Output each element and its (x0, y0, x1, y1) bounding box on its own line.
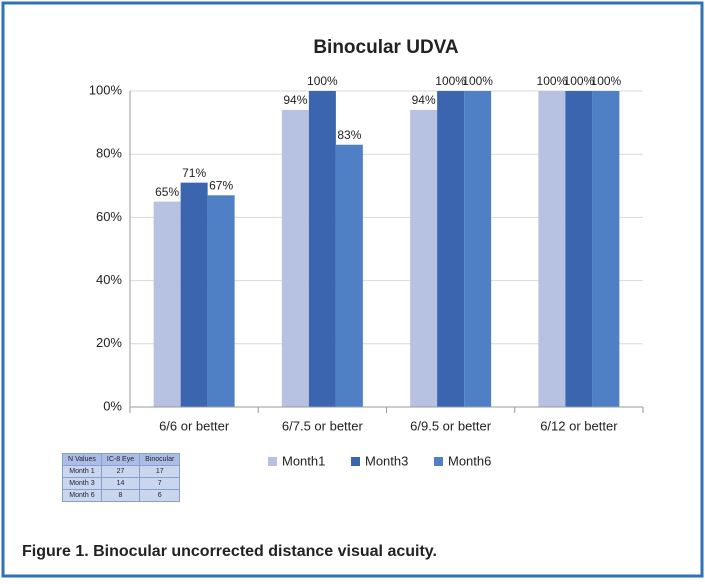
table-cell: N Values (62, 453, 102, 466)
legend-swatch (268, 457, 277, 466)
x-tick-label: 6/12 or better (540, 418, 618, 433)
value-label: 100% (435, 74, 466, 88)
bar (308, 91, 336, 407)
value-label: 94% (283, 93, 307, 107)
x-tick-label: 6/6 or better (159, 418, 230, 433)
bar (464, 91, 492, 407)
bar (335, 144, 363, 407)
table-row: Month 3 14 7 (62, 477, 181, 490)
legend-label: Month3 (365, 453, 408, 468)
value-label: 65% (155, 185, 179, 199)
table-cell: 8 (100, 489, 141, 502)
table-cell: Binocular (139, 453, 181, 466)
bar (281, 109, 309, 408)
value-label: 71% (182, 166, 206, 180)
table-cell: 27 (100, 465, 141, 478)
legend-label: Month6 (448, 453, 491, 468)
value-label: 100% (564, 74, 595, 88)
table-cell: 6 (139, 489, 181, 502)
y-tick-label: 80% (96, 146, 122, 161)
table-row: Month 1 27 17 (62, 465, 181, 478)
value-label: 100% (591, 74, 622, 88)
value-label: 100% (307, 74, 338, 88)
legend-swatch (351, 457, 360, 466)
caption: Figure 1. Binocular uncorrected distance… (22, 543, 437, 560)
bar (538, 91, 566, 407)
table-cell: IC-8 Eye (100, 453, 141, 466)
legend-label: Month1 (282, 453, 325, 468)
legend-swatch (434, 457, 443, 466)
bar (437, 91, 465, 407)
value-label: 100% (462, 74, 493, 88)
value-label: 94% (412, 93, 436, 107)
table-cell: Month 1 (62, 465, 102, 478)
y-tick-label: 100% (89, 82, 123, 97)
n-values-table: N Values IC-8 Eye Binocular Month 1 27 17 Mont… (62, 453, 181, 502)
x-tick-label: 6/9.5 or better (410, 418, 492, 433)
table-cell: 14 (100, 477, 141, 490)
y-tick-label: 40% (96, 272, 122, 287)
table-row: N Values IC-8 Eye Binocular (62, 453, 181, 466)
table-cell: 17 (139, 465, 181, 478)
bar (207, 195, 235, 407)
chart-title: Binocular UDVA (313, 37, 459, 58)
bar (153, 201, 181, 407)
y-tick-label: 20% (96, 335, 122, 350)
bar (180, 182, 208, 407)
value-label: 100% (537, 74, 568, 88)
y-tick-label: 60% (96, 209, 122, 224)
bar (410, 109, 438, 408)
value-label: 67% (209, 178, 233, 192)
table-cell: Month 3 (62, 477, 102, 490)
table-cell: 7 (139, 477, 181, 490)
bar (592, 91, 620, 407)
table-cell: Month 6 (62, 489, 102, 502)
value-label: 83% (337, 128, 361, 142)
y-tick-label: 0% (103, 398, 122, 413)
bar (565, 91, 593, 407)
x-tick-label: 6/7.5 or better (282, 418, 364, 433)
